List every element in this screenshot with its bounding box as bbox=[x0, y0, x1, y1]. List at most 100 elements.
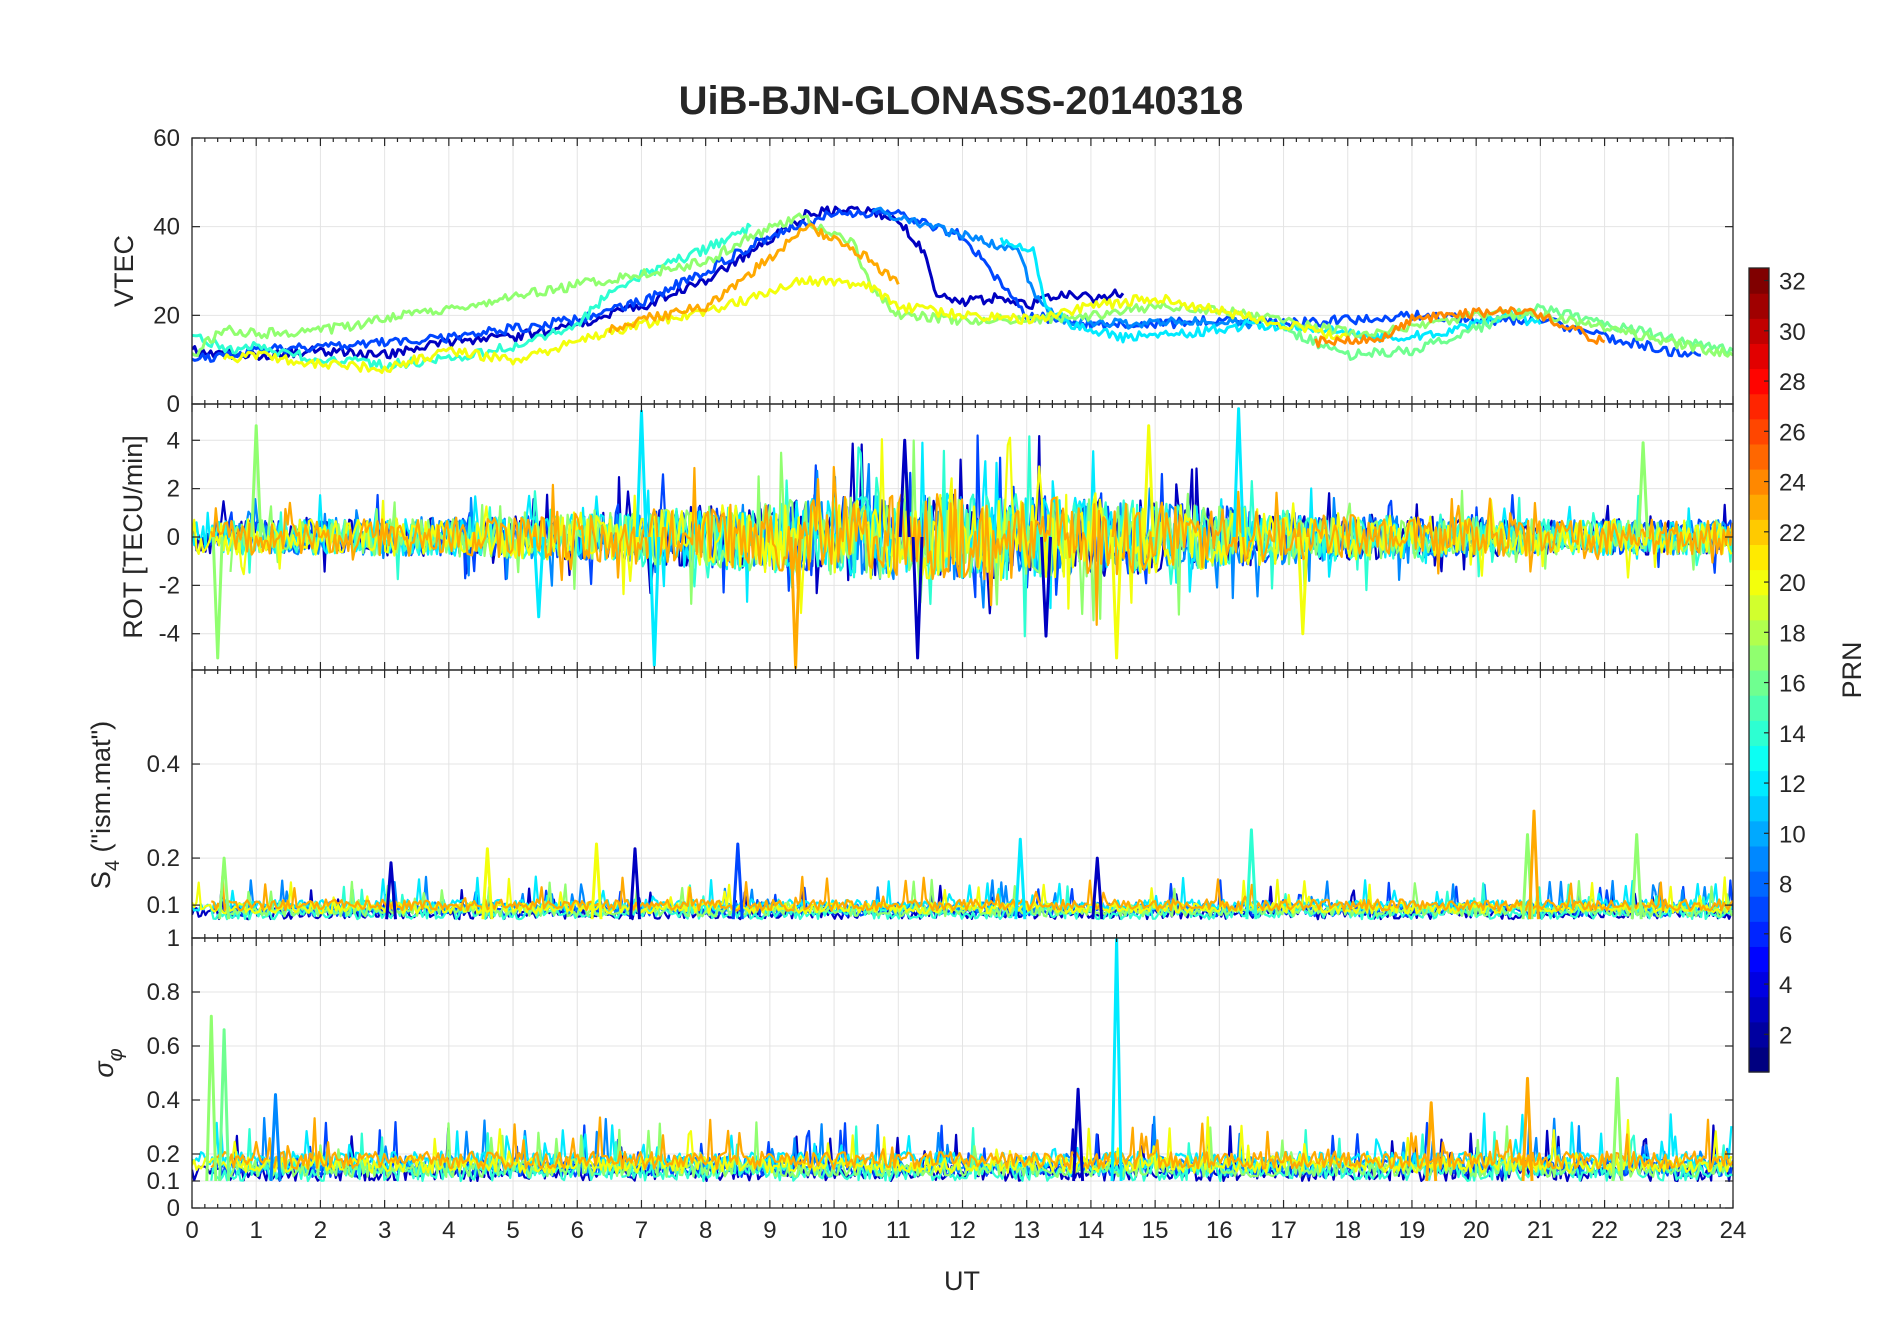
s4-series-line bbox=[211, 874, 1733, 912]
colorbar-cell bbox=[1749, 795, 1769, 822]
x-tick-label: 14 bbox=[1078, 1217, 1105, 1244]
sigma_phi-peak-spike bbox=[1110, 938, 1123, 1182]
y-tick-label: 0 bbox=[167, 524, 180, 551]
colorbar-tick-label: 6 bbox=[1779, 922, 1792, 949]
colorbar-tick-label: 18 bbox=[1779, 620, 1806, 647]
rot-y-label: ROT [TECU/min] bbox=[118, 435, 148, 639]
vtec-series-line bbox=[999, 237, 1542, 344]
rot-series bbox=[192, 407, 1733, 670]
colorbar-tick-label: 28 bbox=[1779, 369, 1806, 396]
s4-peak-spike bbox=[385, 861, 397, 920]
colorbar-cell bbox=[1749, 268, 1769, 294]
colorbar-cell bbox=[1749, 569, 1769, 596]
colorbar-cell bbox=[1749, 695, 1769, 721]
rot-peak-spike bbox=[1296, 536, 1309, 636]
s4-peak-spike bbox=[629, 847, 641, 920]
x-tick-label: 2 bbox=[314, 1217, 327, 1244]
y-tick-label: 0.1 bbox=[147, 892, 180, 919]
y-tick-label: 0.6 bbox=[147, 1033, 180, 1060]
colorbar-cell bbox=[1749, 318, 1769, 344]
sigma_phi-peak-spike bbox=[269, 1093, 282, 1182]
colorbar-cell bbox=[1749, 644, 1769, 671]
rot-peak-spike bbox=[898, 438, 911, 538]
y-tick-label: 0.4 bbox=[147, 1087, 180, 1114]
colorbar-tick-label: 8 bbox=[1779, 872, 1792, 899]
s4-y-label: S4 ("ism.mat") bbox=[86, 721, 124, 889]
rot-peak-spike bbox=[1142, 424, 1155, 538]
y-tick-label: 0.4 bbox=[147, 751, 180, 778]
colorbar-cell bbox=[1749, 770, 1769, 797]
colorbar-cell bbox=[1749, 619, 1769, 646]
x-axis-label: UT bbox=[944, 1266, 980, 1296]
y-tick-label: 0.2 bbox=[147, 845, 180, 872]
svg-text:S4 ("ism.mat"): S4 ("ism.mat") bbox=[86, 721, 124, 889]
s4-peak-spike bbox=[218, 856, 231, 920]
vtec-y-label: VTEC bbox=[109, 235, 139, 307]
colorbar-cell bbox=[1749, 443, 1769, 470]
y-tick-label: 2 bbox=[167, 476, 180, 503]
colorbar-cell bbox=[1749, 670, 1769, 696]
colorbar-tick-label: 16 bbox=[1779, 671, 1806, 698]
x-tick-label: 19 bbox=[1399, 1217, 1426, 1244]
colorbar-cell bbox=[1749, 418, 1769, 445]
x-tick-label: 8 bbox=[699, 1217, 712, 1244]
x-tick-label: 4 bbox=[442, 1217, 455, 1244]
colorbar-cell bbox=[1749, 896, 1769, 922]
x-tick-label: 13 bbox=[1013, 1217, 1040, 1244]
rot-x-tickmarks bbox=[191, 404, 1734, 670]
rot-peak-spike bbox=[1110, 536, 1123, 660]
sigma_phi-series-line bbox=[229, 1121, 1733, 1178]
s4-y-label-main: S bbox=[86, 871, 116, 889]
s4-peak-spike bbox=[1014, 837, 1027, 920]
colorbar-cell bbox=[1749, 343, 1769, 370]
y-tick-label: 20 bbox=[153, 302, 180, 329]
rot-peak-spike bbox=[250, 424, 263, 538]
s4-peak-spike bbox=[1528, 809, 1540, 920]
rot-peak-spike bbox=[1040, 536, 1052, 638]
svg-text:σφ: σφ bbox=[89, 1048, 127, 1077]
vtec-series bbox=[192, 205, 1733, 374]
vtec-series-line bbox=[222, 275, 1349, 374]
sigma_phi-peak-spike bbox=[1611, 1076, 1624, 1182]
panel-s4: 0.1 0.2 0.4 S4 ("ism.mat") bbox=[86, 669, 1734, 939]
x-tick-label: 21 bbox=[1527, 1217, 1554, 1244]
rot-peak-spike bbox=[648, 536, 661, 667]
sigma_phi-peak-spike bbox=[218, 1028, 231, 1182]
chart-title: UiB-BJN-GLONASS-20140318 bbox=[679, 79, 1244, 123]
rot-peak-spike bbox=[532, 536, 545, 619]
rot-peak-spike bbox=[911, 536, 924, 660]
sigma-phi-y-label-sub: φ bbox=[105, 1048, 127, 1061]
x-tick-label: 20 bbox=[1463, 1217, 1490, 1244]
colorbar-cell bbox=[1749, 720, 1769, 746]
colorbar-tick-label: 12 bbox=[1779, 771, 1806, 798]
vtec-y-ticks: 0 20 40 60 bbox=[153, 125, 1733, 418]
s4-peak-spike bbox=[1091, 856, 1104, 920]
colorbar-tick-label: 22 bbox=[1779, 520, 1806, 547]
panel-vtec: 0 20 40 60 VTEC bbox=[109, 125, 1734, 418]
vtec-series-line bbox=[1314, 306, 1606, 348]
x-tick-label: 11 bbox=[886, 1217, 911, 1244]
sigma_phi-peak-spike bbox=[205, 1014, 218, 1182]
x-tick-label: 16 bbox=[1206, 1217, 1233, 1244]
y-tick-label: 1 bbox=[167, 925, 180, 952]
colorbar-cell bbox=[1749, 845, 1769, 872]
y-tick-label: -4 bbox=[159, 621, 180, 648]
y-tick-label: 0.8 bbox=[147, 979, 180, 1006]
sigma_phi-peak-spike bbox=[1425, 1101, 1438, 1182]
sigma-phi-x-tickmarks bbox=[191, 938, 1734, 1208]
colorbar-label: PRN bbox=[1837, 641, 1867, 698]
colorbar-gradient bbox=[1749, 268, 1769, 1073]
colorbar-tick-label: 2 bbox=[1779, 1022, 1792, 1049]
colorbar-frame bbox=[1748, 267, 1770, 1073]
x-tick-label: 17 bbox=[1270, 1217, 1297, 1244]
panel-sigma-phi: 00.10.2 0.4 0.6 0.8 1 σφ bbox=[89, 925, 1734, 1222]
x-tick-label: 0 bbox=[185, 1217, 198, 1244]
colorbar-tick-label: 14 bbox=[1779, 721, 1806, 748]
colorbar-tick-label: 26 bbox=[1779, 419, 1806, 446]
colorbar-cell bbox=[1749, 745, 1769, 772]
s4-peak-spike bbox=[1630, 833, 1643, 920]
colorbar-cell bbox=[1749, 946, 1769, 973]
y-tick-label: 0 bbox=[167, 391, 180, 418]
x-tick-label: 5 bbox=[506, 1217, 519, 1244]
vtec-series-line bbox=[871, 206, 1253, 330]
